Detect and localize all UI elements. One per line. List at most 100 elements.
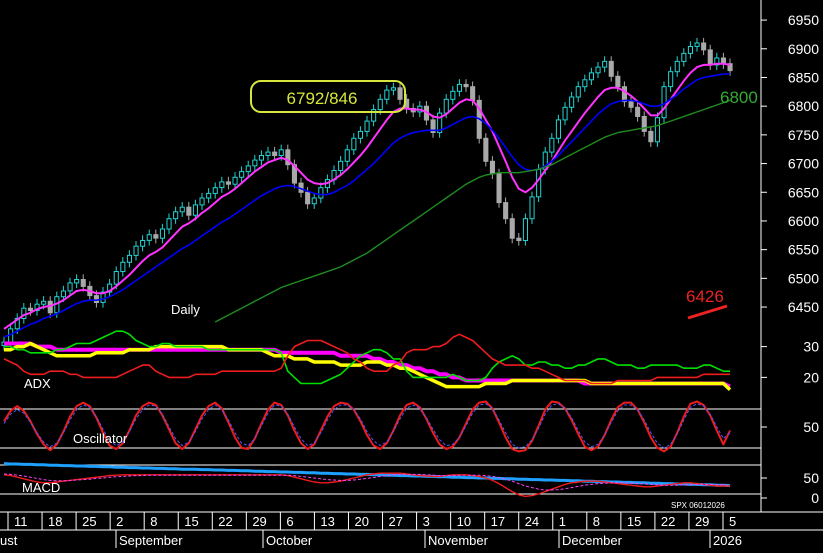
x-month-label: ust <box>0 533 18 548</box>
candle-body <box>727 63 733 72</box>
x-day-tick-label: 6 <box>286 514 293 529</box>
candle-body <box>628 101 634 108</box>
candle-body <box>681 52 687 62</box>
candle-body <box>621 86 628 103</box>
candle-body <box>694 42 700 47</box>
candle-body <box>225 181 231 185</box>
x-day-tick-label: 25 <box>82 514 96 529</box>
candle-body <box>357 130 363 139</box>
x-day-tick-label: 1 <box>559 514 566 529</box>
candle-body <box>278 149 284 157</box>
ma-series-2 <box>214 99 731 323</box>
candle-body <box>120 261 126 272</box>
x-day-tick-label: 10 <box>457 514 471 529</box>
x-day-tick-label: 15 <box>627 514 641 529</box>
candle-body <box>582 79 588 88</box>
candle-body <box>318 187 324 199</box>
candle-body <box>707 49 713 66</box>
candle-body <box>133 245 139 256</box>
candle-body <box>377 98 383 111</box>
candle-body <box>588 72 595 81</box>
candle-body <box>503 202 509 220</box>
candle-body <box>199 197 205 206</box>
y-axis-ticks: 6450 6500 6550 6600 6650 6700 6750 6800 6850 6900… <box>761 12 819 506</box>
x-day-tick-label: 3 <box>423 514 430 529</box>
x-day-tick-label: 2 <box>116 514 123 529</box>
level-6426-label: 6426 <box>686 287 724 306</box>
symbol-note: SPX 06012026 <box>671 501 725 510</box>
ma-series-1 <box>3 73 730 338</box>
candle-body <box>206 192 212 199</box>
candle-body <box>536 168 542 198</box>
candle-body <box>595 66 601 74</box>
candle-body <box>140 240 146 247</box>
x-month-label: September <box>119 533 183 548</box>
x-day-tick-label: 15 <box>184 514 198 529</box>
oscillator-tick-label: 50 <box>803 419 819 435</box>
candle-body <box>338 160 344 172</box>
adx-series-2 <box>4 330 730 385</box>
candle-body <box>509 218 515 239</box>
macd-lines <box>3 462 731 498</box>
price-tick-label: 6950 <box>788 12 819 28</box>
candle-body <box>146 234 152 241</box>
candle-body <box>522 218 529 241</box>
candle-body <box>186 206 192 216</box>
x-day-tick-label: 29 <box>695 514 709 529</box>
candle-body <box>232 176 238 185</box>
candle-body <box>173 211 179 220</box>
candle-body <box>159 228 165 239</box>
candle-body <box>166 218 172 230</box>
candle-body <box>384 89 390 100</box>
candle-body <box>575 86 581 98</box>
candle-body <box>648 130 654 143</box>
ma-series-0 <box>3 62 731 330</box>
candle-body <box>549 137 555 153</box>
level-box-label: 6792/846 <box>287 89 358 108</box>
candle-body <box>67 282 73 292</box>
candle-body <box>34 303 40 312</box>
candle-body <box>285 149 291 166</box>
x-axis-ticks: 11 18 25 2 8 15 22 29 6 13 20 27 3 10 17 24 1 8 15 22 29 5ust… <box>0 512 742 548</box>
oscillator-lines <box>3 400 731 453</box>
adx-series-3 <box>3 333 730 385</box>
candle-body <box>371 109 377 122</box>
candle-body <box>608 60 614 77</box>
x-day-tick-label: 29 <box>252 514 266 529</box>
candle-body <box>80 279 86 287</box>
candle-body <box>60 290 67 298</box>
candle-body <box>516 237 522 241</box>
candle-body <box>714 57 720 66</box>
candle-body <box>351 137 357 151</box>
candle-body <box>219 181 225 189</box>
candle-body <box>252 159 258 167</box>
macd-series-2 <box>3 473 731 491</box>
candle-body <box>27 307 33 312</box>
candle-body <box>437 112 443 134</box>
x-day-tick-label: 5 <box>729 514 736 529</box>
candle-body <box>668 71 674 88</box>
candle-body <box>463 83 469 88</box>
x-day-tick-label: 8 <box>593 514 600 529</box>
candle-body <box>212 187 218 194</box>
price-tick-label: 6450 <box>788 299 819 315</box>
candle-body <box>239 171 245 178</box>
candle-body <box>265 151 271 157</box>
x-month-label: November <box>428 533 489 548</box>
candle-body <box>701 42 707 51</box>
x-day-tick-label: 27 <box>389 514 403 529</box>
candle-body <box>602 60 608 68</box>
x-month-label: 2026 <box>713 533 742 548</box>
moving-average-lines <box>3 62 731 338</box>
candle-body <box>397 87 403 100</box>
candle-body <box>113 271 119 285</box>
macd-tick-label: 0 <box>811 490 819 506</box>
price-tick-label: 6850 <box>788 69 819 85</box>
macd-label: MACD <box>22 480 60 495</box>
candle-body <box>272 151 278 157</box>
candle-body <box>93 295 100 304</box>
macd-tick-label: 50 <box>803 470 819 486</box>
price-tick-label: 6650 <box>788 184 819 200</box>
candle-body <box>41 300 47 305</box>
